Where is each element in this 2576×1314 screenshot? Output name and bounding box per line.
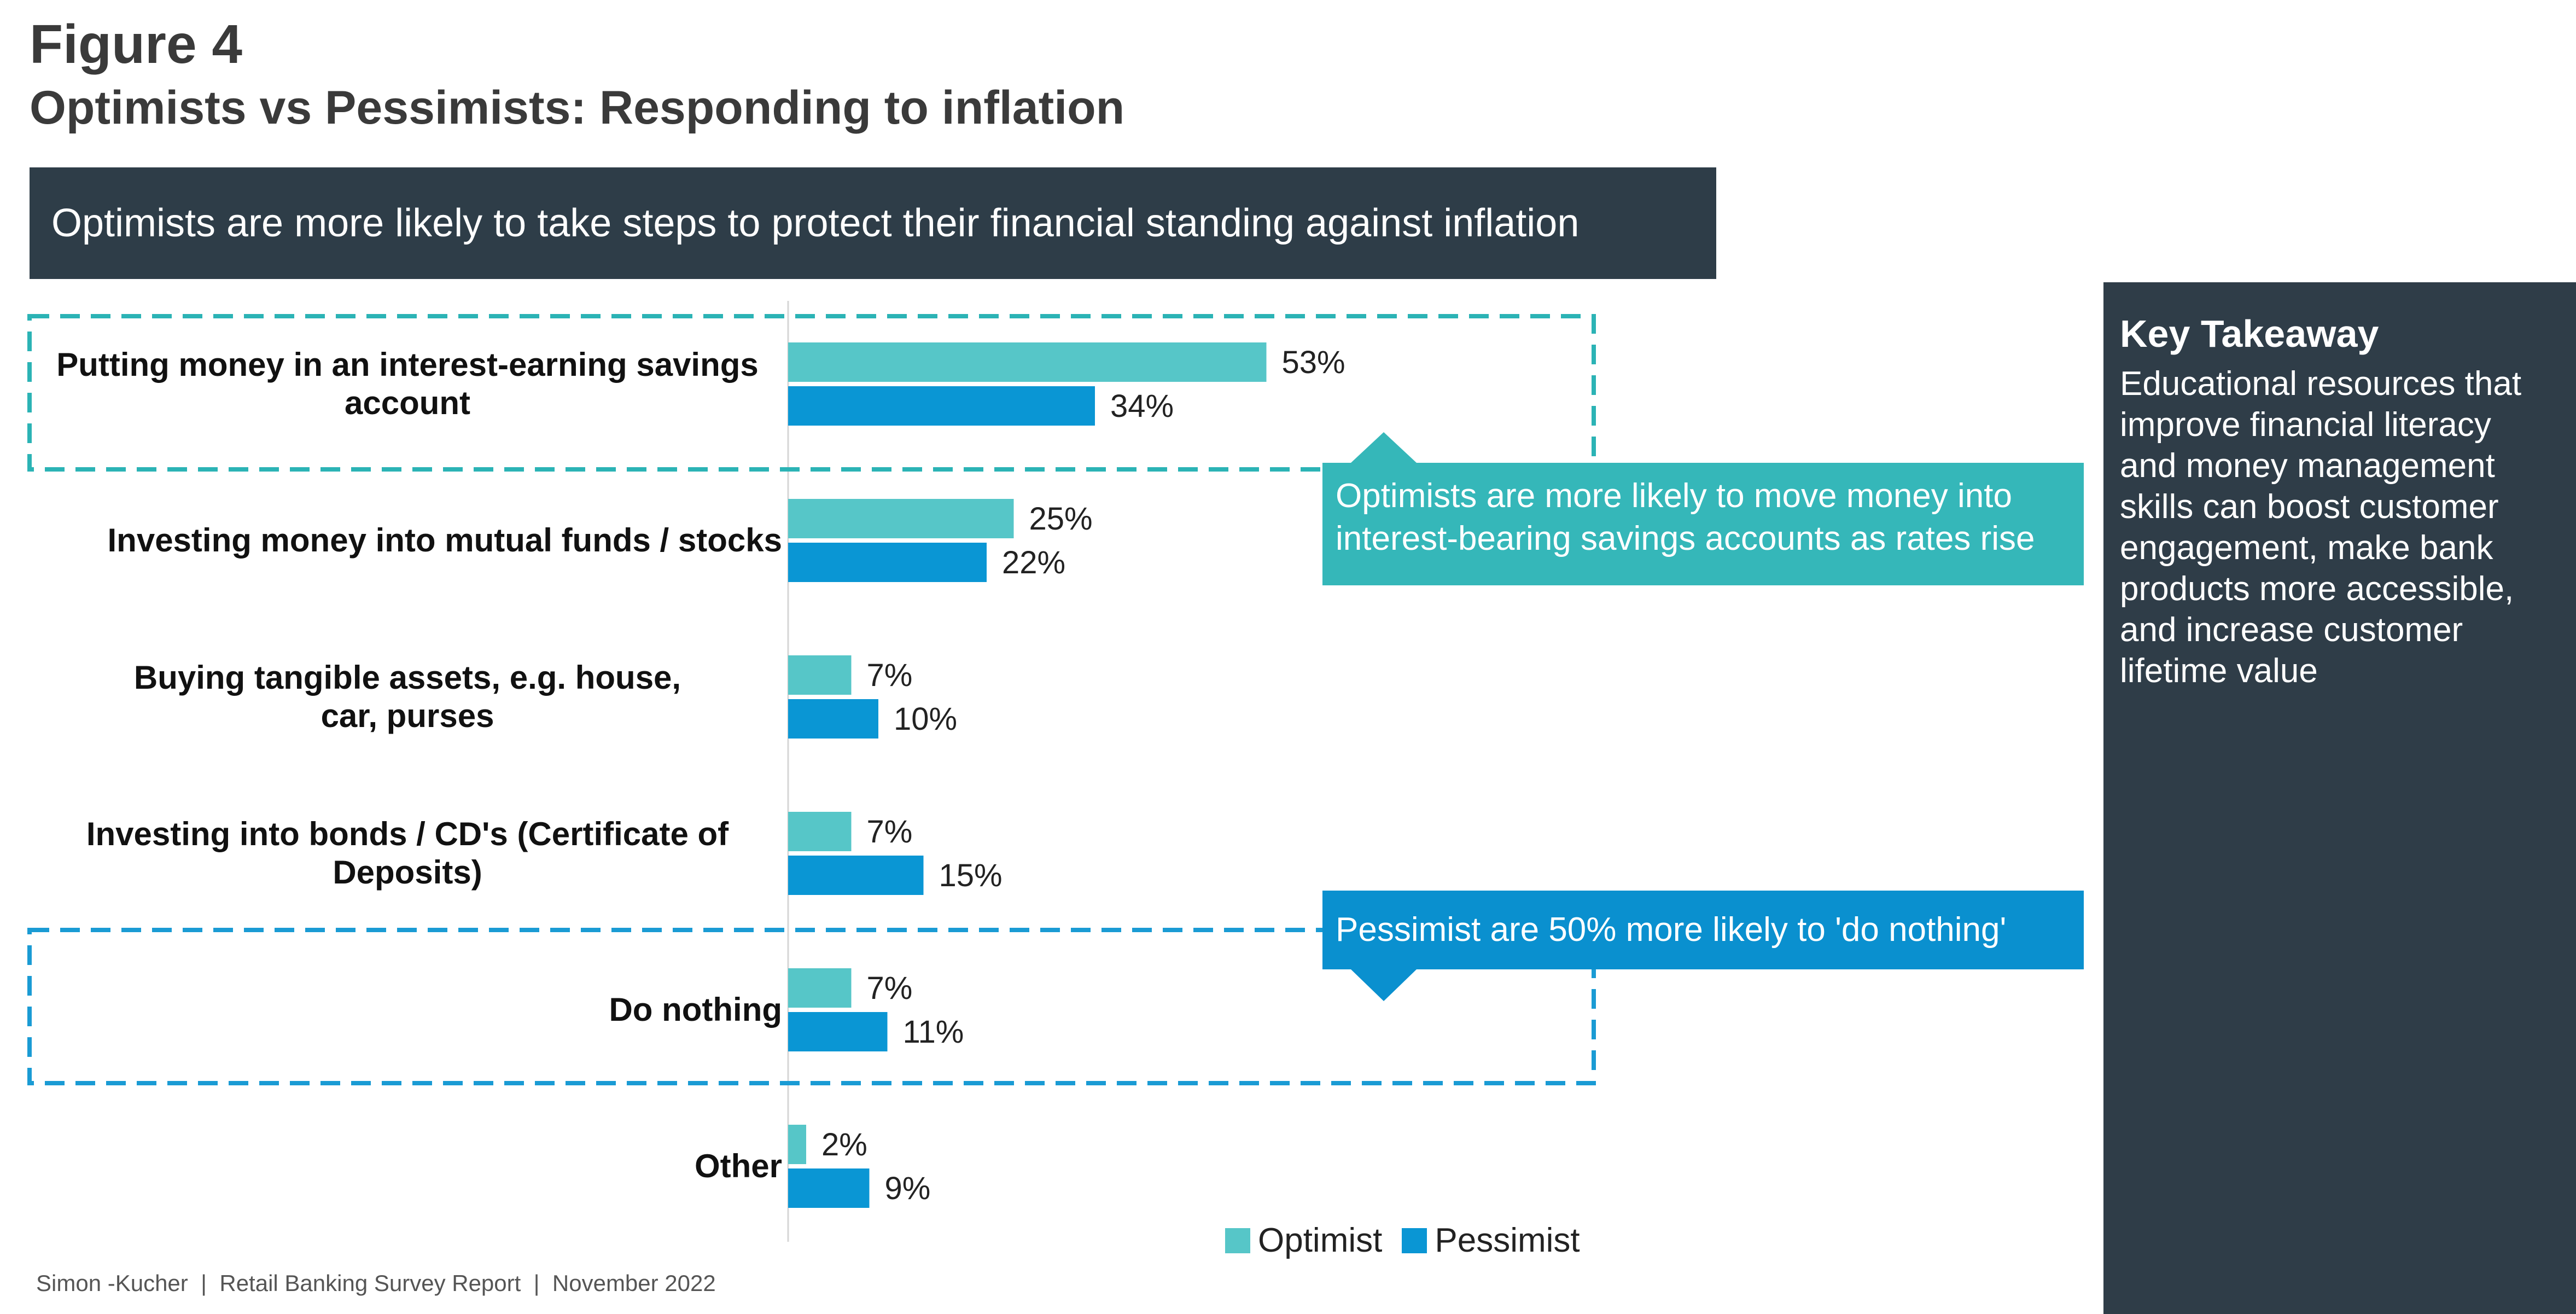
bar-optimist-2 [788,655,852,695]
callout-optimists-savings-text: Optimists are more likely to move money … [1336,477,2035,557]
callout-pessimists-nothing: Pessimist are 50% more likely to 'do not… [1322,891,2084,969]
bar-pessimist-2 [788,699,878,739]
bar-optimist-3 [788,812,852,851]
key-takeaway-title: Key Takeaway [2120,312,2379,355]
bar-pessimist-3 [788,856,924,895]
category-labels: Putting money in an interest-earning sav… [56,346,782,1184]
bar-pessimist-4 [788,1012,888,1051]
category-label-1: Investing money into mutual funds / stoc… [108,522,783,559]
value-label-pessimist-5: 9% [885,1171,931,1206]
bar-optimist-5 [788,1125,806,1164]
value-label-optimist-0: 53% [1282,345,1345,380]
footer-source: Simon -Kucher | Retail Banking Survey Re… [36,1270,716,1296]
bar-pessimist-5 [788,1168,870,1208]
legend: Optimist Pessimist [1225,1221,1580,1260]
chart-title: Optimists vs Pessimists: Responding to i… [30,82,1125,134]
callout-pessimists-nothing-text: Pessimist are 50% more likely to 'do not… [1336,911,2007,949]
headline-banner-text: Optimists are more likely to take steps … [51,201,1580,245]
bar-optimist-4 [788,968,852,1008]
bar-optimist-0 [788,342,1267,382]
bar-pessimist-0 [788,386,1095,426]
bar-optimist-1 [788,499,1014,538]
key-takeaway-body: Educational resources that improve finan… [2120,365,2522,690]
callout-optimists-savings: Optimists are more likely to move money … [1322,463,2084,585]
bar-pessimist-1 [788,543,987,582]
category-label-3: Investing into bonds / CD's (Certificate… [86,816,729,891]
value-label-optimist-2: 7% [867,658,913,693]
category-label-4: Do nothing [609,991,782,1028]
value-label-optimist-4: 7% [867,970,913,1006]
headline-banner: Optimists are more likely to take steps … [30,167,1716,279]
bar-group: 53% 34% 25% 22% 7% 10% 7% 15% 7% 11% 2% 9% [788,342,1345,1208]
value-label-pessimist-2: 10% [894,701,957,737]
figure-label: Figure 4 [30,14,242,75]
value-label-pessimist-3: 15% [939,858,1003,893]
category-label-0: Putting money in an interest-earning sav… [56,346,759,421]
category-label-3-line-0: Investing into bonds / CD's (Certificate… [86,816,729,852]
callout2-pointer [1351,969,1417,1001]
key-takeaway-panel: Key Takeaway Educational resources that … [2103,282,2576,1314]
callout1-pointer [1351,432,1417,463]
value-label-optimist-1: 25% [1029,501,1093,537]
highlight-box-do-nothing [27,928,1596,1085]
category-label-0-line-1: account [345,385,470,421]
value-label-pessimist-1: 22% [1002,545,1065,580]
category-label-2-line-0: Buying tangible assets, e.g. house, [134,659,681,696]
category-label-0-line-0: Putting money in an interest-earning sav… [56,346,759,383]
legend-swatch-optimist [1225,1228,1250,1253]
legend-swatch-pessimist [1402,1228,1427,1253]
value-label-optimist-3: 7% [867,814,913,850]
legend-label-optimist: Optimist [1258,1222,1383,1259]
value-label-optimist-5: 2% [821,1127,867,1162]
category-label-2-line-1: car, purses [321,697,494,734]
legend-label-pessimist: Pessimist [1435,1222,1580,1259]
category-label-2: Buying tangible assets, e.g. house, car, … [134,659,681,734]
category-label-5: Other [695,1148,782,1184]
value-label-pessimist-0: 34% [1110,388,1174,424]
bar-chart: 53% 34% 25% 22% 7% 10% 7% 15% 7% 11% 2% 9% Putting … [27,301,1596,1242]
category-label-3-line-1: Deposits) [333,854,482,891]
value-label-pessimist-4: 11% [903,1014,964,1050]
highlight-box-savings [27,314,1596,472]
